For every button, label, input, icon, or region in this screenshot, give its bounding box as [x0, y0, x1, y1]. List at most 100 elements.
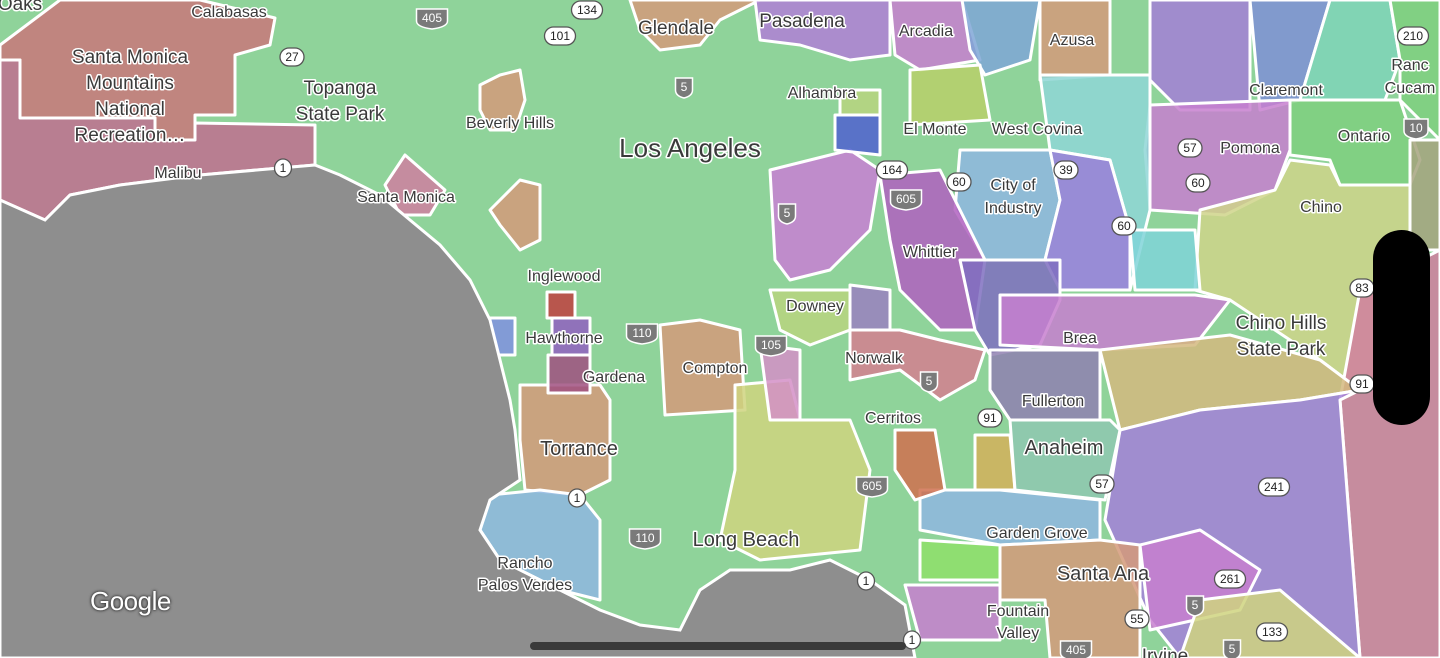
place-label[interactable]: Alhambra	[786, 84, 858, 104]
place-label[interactable]: Chino	[1299, 198, 1344, 218]
region-glendora[interactable]	[1148, 0, 1252, 112]
region-santa-fe-springs[interactable]	[848, 283, 892, 332]
place-label[interactable]: Claremont	[1248, 81, 1325, 101]
region-gardena[interactable]	[546, 353, 592, 395]
place-label[interactable]: Downey	[785, 297, 846, 317]
highway-shield-interstate[interactable]: 5	[674, 77, 694, 99]
place-label[interactable]: Norwalk	[844, 349, 906, 369]
region-huntington-beach[interactable]	[903, 583, 1002, 642]
region-south-el-monte[interactable]	[833, 113, 882, 157]
place-label[interactable]: Hawthorne	[524, 329, 604, 349]
place-label[interactable]: Irvine	[1140, 645, 1189, 658]
place-label[interactable]: Los Angeles	[618, 132, 763, 165]
region-pasadena[interactable]	[753, 0, 892, 62]
place-label[interactable]: Garden Grove	[985, 524, 1089, 544]
place-label[interactable]: Fullerton	[1020, 392, 1085, 412]
place-label[interactable]: Gardena	[581, 368, 646, 388]
highway-shield-state[interactable]: 60	[1185, 173, 1211, 193]
home-indicator[interactable]	[530, 642, 906, 650]
highway-shield-state[interactable]: 241	[1257, 477, 1291, 497]
place-label[interactable]: Ontario	[1336, 127, 1392, 147]
highway-shield-interstate[interactable]: 110	[628, 528, 662, 550]
place-label[interactable]: Fountain Valley	[985, 602, 1050, 644]
place-label[interactable]: Azusa	[1048, 31, 1096, 51]
highway-shield-interstate[interactable]: 5	[919, 371, 939, 393]
place-label[interactable]: Whittier	[901, 243, 959, 263]
highway-shield-interstate[interactable]: 5	[1222, 639, 1242, 658]
region-cypress[interactable]	[893, 428, 947, 502]
place-label[interactable]: Oaks	[0, 0, 44, 17]
place-label[interactable]: Brea	[1062, 329, 1099, 349]
place-label[interactable]: Inglewood	[526, 267, 602, 287]
highway-shield-state[interactable]: 133	[1255, 622, 1289, 642]
highway-shield-state[interactable]: 164	[875, 160, 909, 180]
highway-shield-interstate[interactable]: 605	[855, 476, 889, 498]
place-label[interactable]: Anaheim	[1023, 436, 1105, 461]
place-label[interactable]: Rancho Palos Verdes	[476, 554, 573, 596]
highway-shield-interstate[interactable]: 10	[1403, 118, 1429, 140]
region-upland[interactable]	[1298, 0, 1402, 102]
place-label[interactable]: Malibu	[153, 164, 203, 184]
region-diamond-bar[interactable]	[1128, 228, 1202, 292]
highway-shield-interstate[interactable]: 105	[754, 335, 788, 357]
region-glendale[interactable]	[628, 0, 762, 52]
highway-shield-state[interactable]: 1	[902, 630, 922, 650]
place-label[interactable]: Santa Monica	[356, 188, 457, 208]
region-norwalk[interactable]	[848, 328, 987, 402]
place-label[interactable]: Compton	[681, 359, 749, 379]
region-rowland-heights[interactable]	[1043, 148, 1132, 292]
place-label[interactable]: Beverly Hills	[464, 114, 555, 134]
highway-shield-state[interactable]: 1	[273, 158, 293, 178]
highway-shield-interstate[interactable]: 405	[415, 8, 449, 30]
region-westminster[interactable]	[918, 538, 1002, 582]
highway-shield-state[interactable]: 60	[1111, 216, 1137, 236]
highway-shield-interstate[interactable]: 5	[1185, 595, 1205, 617]
region-beverly-hills[interactable]	[478, 68, 527, 132]
region-downey[interactable]	[768, 288, 852, 347]
place-label[interactable]: El Monte	[902, 120, 968, 140]
region-arcadia[interactable]	[888, 0, 982, 72]
highway-shield-state[interactable]: 91	[1349, 374, 1375, 394]
place-label[interactable]: Arcadia	[897, 22, 954, 42]
highway-shield-interstate[interactable]: 5	[777, 203, 797, 225]
place-label[interactable]: Santa Monica Mountains National Recreation…	[70, 46, 190, 148]
place-label[interactable]: Glendale	[636, 17, 715, 41]
highway-shield-interstate[interactable]: 405	[1059, 640, 1093, 658]
region-santa-ana[interactable]	[998, 538, 1142, 658]
highway-shield-state[interactable]: 57	[1089, 474, 1115, 494]
highway-shield-state[interactable]: 261	[1213, 569, 1247, 589]
highway-shield-interstate[interactable]: 605	[889, 189, 923, 211]
highway-shield-us[interactable]: 101	[543, 26, 577, 46]
highway-shield-state[interactable]: 91	[977, 408, 1003, 428]
highway-shield-us[interactable]: 134	[570, 0, 604, 20]
highway-shield-state[interactable]: 1	[567, 488, 587, 508]
place-label[interactable]: Torrance	[539, 437, 620, 462]
highway-shield-state[interactable]: 60	[946, 172, 972, 192]
region-stanton[interactable]	[973, 433, 1017, 492]
place-label[interactable]: Santa Ana	[1055, 562, 1151, 587]
region-el-monte[interactable]	[908, 63, 992, 127]
place-label[interactable]: City of Industry	[983, 176, 1043, 219]
highway-shield-state[interactable]: 1	[856, 571, 876, 591]
highway-shield-state[interactable]: 57	[1177, 138, 1203, 158]
highway-shield-state[interactable]: 39	[1053, 160, 1079, 180]
highway-shield-state[interactable]: 83	[1349, 278, 1375, 298]
place-label[interactable]: Chino Hills State Park	[1234, 312, 1328, 362]
place-label[interactable]: Ranc Cucam	[1383, 56, 1437, 99]
place-label[interactable]: West Covina	[990, 120, 1084, 140]
region-monrovia[interactable]	[960, 0, 1042, 77]
place-label[interactable]: Topanga State Park	[294, 77, 386, 127]
highway-shield-state[interactable]: 210	[1396, 26, 1430, 46]
region-inglewood-south[interactable]	[545, 290, 577, 320]
region-compton[interactable]	[658, 318, 747, 417]
highway-shield-state[interactable]: 55	[1124, 609, 1150, 629]
place-label[interactable]: Pomona	[1219, 139, 1282, 159]
region-east-olive[interactable]	[1408, 138, 1440, 252]
place-label[interactable]: Cerritos	[863, 409, 922, 429]
place-label[interactable]: Pasadena	[758, 10, 847, 34]
place-label[interactable]: Long Beach	[691, 528, 801, 553]
highway-shield-state[interactable]: 27	[279, 47, 305, 67]
highway-shield-interstate[interactable]: 110	[625, 323, 659, 345]
